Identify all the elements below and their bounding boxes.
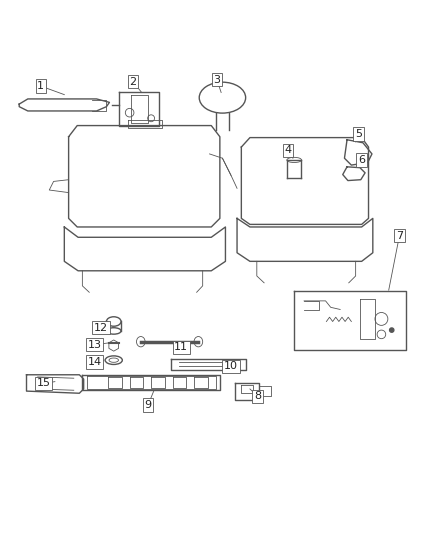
Text: 3: 3 — [213, 75, 220, 85]
Text: 5: 5 — [355, 129, 362, 139]
Text: 7: 7 — [396, 231, 403, 240]
Text: 4: 4 — [284, 146, 291, 156]
Text: 14: 14 — [87, 357, 102, 367]
Text: 12: 12 — [94, 322, 108, 333]
Text: 15: 15 — [37, 378, 51, 389]
Text: 10: 10 — [224, 361, 238, 371]
Text: 8: 8 — [254, 391, 261, 401]
Text: 1: 1 — [37, 81, 44, 91]
Circle shape — [389, 328, 394, 332]
Text: 13: 13 — [88, 340, 101, 350]
Text: 11: 11 — [174, 342, 188, 352]
Text: 6: 6 — [358, 155, 365, 165]
Text: 2: 2 — [130, 77, 137, 87]
Text: 9: 9 — [145, 400, 152, 410]
